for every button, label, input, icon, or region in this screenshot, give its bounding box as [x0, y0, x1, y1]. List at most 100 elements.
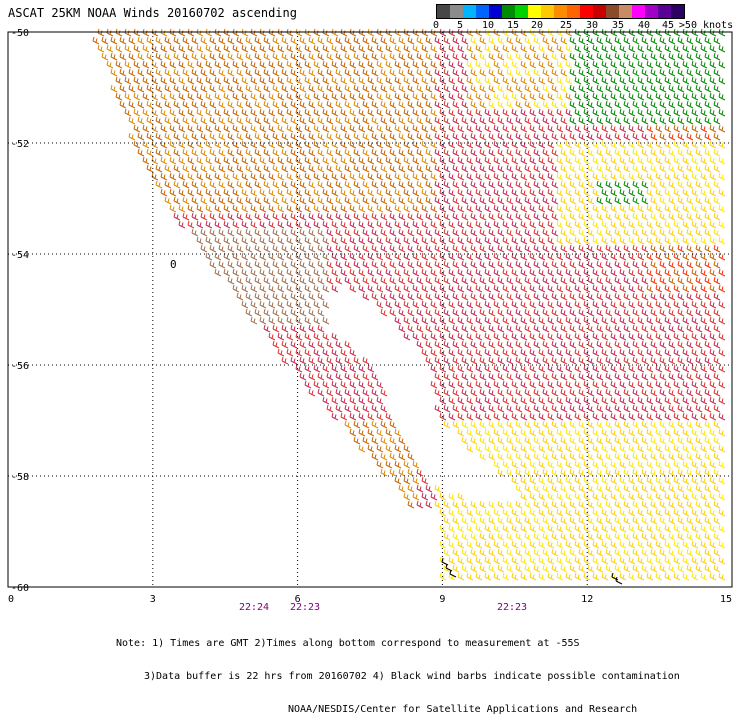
wind-barb	[236, 164, 244, 173]
wind-barb	[385, 252, 393, 261]
wind-barb	[457, 76, 465, 85]
wind-barb	[691, 444, 699, 453]
wind-barb	[533, 340, 541, 349]
wind-barb	[358, 252, 366, 261]
wind-barb	[605, 484, 613, 493]
wind-barb	[538, 268, 546, 277]
wind-barb	[218, 36, 226, 45]
wind-barb	[587, 292, 595, 301]
wind-barb	[479, 84, 487, 93]
wind-barb	[520, 92, 528, 101]
wind-barb	[565, 236, 573, 245]
wind-barb	[452, 260, 460, 269]
wind-barb	[191, 228, 199, 237]
wind-barb	[538, 220, 546, 229]
wind-barb	[601, 412, 609, 421]
wind-barb	[628, 60, 636, 69]
wind-barb	[376, 444, 384, 453]
wind-barb	[403, 76, 411, 85]
wind-barb	[493, 332, 501, 341]
wind-barb	[416, 212, 424, 221]
wind-barb	[641, 436, 649, 445]
wind-barb	[281, 276, 289, 285]
wind-barb	[142, 92, 150, 101]
wind-barb	[695, 276, 703, 285]
wind-barb	[718, 92, 726, 101]
wind-barb	[299, 100, 307, 109]
wind-barb	[592, 380, 600, 389]
wind-barb	[466, 284, 474, 293]
wind-barb	[380, 308, 388, 317]
wind-barb	[493, 188, 501, 197]
wind-barb	[601, 156, 609, 165]
wind-barb	[610, 380, 618, 389]
wind-barb	[551, 260, 559, 269]
wind-barb	[367, 284, 375, 293]
wind-barb	[704, 132, 712, 141]
wind-barb	[601, 460, 609, 469]
wind-barb	[610, 172, 618, 181]
wind-barb	[623, 212, 631, 221]
wind-barb	[551, 84, 559, 93]
wind-barb	[344, 388, 352, 397]
wind-barb	[547, 364, 555, 373]
wind-barb	[502, 44, 510, 53]
wind-barb	[479, 212, 487, 221]
wind-barb	[475, 284, 483, 293]
wind-barb	[286, 220, 294, 229]
wind-barb	[367, 396, 375, 405]
wind-barb	[187, 220, 195, 229]
wind-barb	[637, 460, 645, 469]
wind-barb	[317, 308, 325, 317]
wind-barb	[578, 484, 586, 493]
wind-barb	[529, 76, 537, 85]
wind-barb	[268, 316, 276, 325]
wind-barb	[538, 524, 546, 533]
wind-barb	[259, 108, 267, 117]
wind-barb	[673, 444, 681, 453]
wind-barb	[709, 172, 717, 181]
wind-barb	[623, 516, 631, 525]
wind-barb	[529, 156, 537, 165]
wind-barb	[632, 100, 640, 109]
wind-barb	[488, 388, 496, 397]
wind-barb	[506, 308, 514, 317]
wind-barb	[313, 300, 321, 309]
wind-barb	[574, 364, 582, 373]
wind-barb	[542, 420, 550, 429]
wind-barb	[515, 260, 523, 269]
wind-barb	[272, 164, 280, 173]
wind-barb	[385, 108, 393, 117]
wind-barb	[362, 164, 370, 173]
wind-barb	[142, 156, 150, 165]
wind-barb	[506, 244, 514, 253]
wind-barb	[394, 44, 402, 53]
wind-barb	[506, 36, 514, 45]
legend-swatch	[554, 5, 567, 18]
wind-barb	[371, 420, 379, 429]
wind-barb	[200, 212, 208, 221]
wind-barb	[173, 52, 181, 61]
wind-barb	[646, 60, 654, 69]
legend-swatch	[567, 5, 580, 18]
wind-barb	[668, 260, 676, 269]
wind-barb	[218, 180, 226, 189]
wind-barb	[254, 260, 262, 269]
wind-barb	[511, 204, 519, 213]
wind-barb	[146, 68, 154, 77]
wind-barb	[655, 428, 663, 437]
wind-barb	[317, 356, 325, 365]
wind-barb	[187, 140, 195, 149]
wind-barb	[493, 316, 501, 325]
wind-barb	[551, 356, 559, 365]
wind-barb	[718, 476, 726, 485]
wind-barb	[340, 220, 348, 229]
wind-barb	[223, 92, 231, 101]
wind-barb	[475, 188, 483, 197]
wind-barb	[578, 228, 586, 237]
wind-barb	[502, 524, 510, 533]
wind-barb	[628, 348, 636, 357]
wind-barb	[578, 388, 586, 397]
wind-barb	[610, 524, 618, 533]
wind-barb	[569, 308, 577, 317]
